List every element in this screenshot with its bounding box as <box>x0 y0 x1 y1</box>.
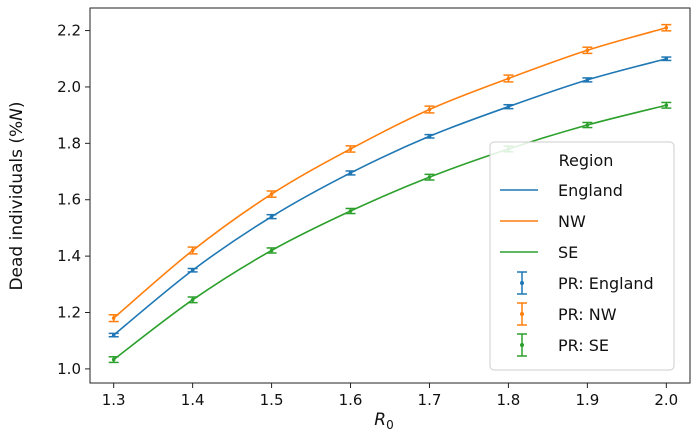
error-bar-nw <box>266 190 277 198</box>
y-tick-label: 1.0 <box>57 360 81 378</box>
error-bar-nw <box>424 105 435 114</box>
error-bar-england <box>424 133 435 139</box>
error-bar-se <box>266 247 277 254</box>
x-tick-label: 1.4 <box>181 391 205 409</box>
error-bar-nw <box>108 314 119 323</box>
svg-text:Dead individuals (%N): Dead individuals (%N) <box>7 101 27 290</box>
legend-errorbar-swatch <box>517 302 527 326</box>
legend-frame <box>489 141 675 371</box>
legend-label: England <box>558 181 623 200</box>
series-line-se <box>113 104 667 361</box>
x-tick-label: 1.6 <box>339 391 363 409</box>
legend-label: PR: NW <box>558 305 617 324</box>
legend-item: PR: SE <box>517 333 609 357</box>
x-tick-label: 1.5 <box>260 391 284 409</box>
error-bar-nw <box>345 145 356 153</box>
error-bar-se <box>582 121 593 129</box>
legend-item: England <box>500 181 623 200</box>
legend-title: Region <box>559 151 614 170</box>
error-bar-se <box>187 296 198 304</box>
y-tick-label: 1.2 <box>57 304 81 322</box>
error-bar-se <box>661 101 672 109</box>
x-tick-label: 1.9 <box>575 391 599 409</box>
error-bar-england <box>187 267 198 273</box>
x-axis-ticks: 1.3 1.4 1.5 1.6 1.7 1.8 1.9 2.0 <box>102 383 678 409</box>
error-bar-nw <box>187 246 198 255</box>
error-bar-england <box>582 77 593 83</box>
error-bar-se <box>108 356 119 364</box>
legend-items: England NW SE PR: England PR: NW PR: SE <box>500 181 654 357</box>
error-bar-se <box>424 173 435 181</box>
y-tick-label: 2.2 <box>57 22 81 40</box>
error-bar-england <box>266 213 277 220</box>
error-bar-england <box>503 103 514 110</box>
x-tick-label: 1.3 <box>102 391 126 409</box>
legend-item: SE <box>500 243 578 262</box>
legend-label: NW <box>558 212 586 231</box>
legend: Region England NW SE PR: England PR: NW PR: S… <box>489 141 675 371</box>
legend-errorbar-swatch <box>517 333 527 357</box>
y-tick-label: 2.0 <box>57 78 81 96</box>
error-bar-se <box>345 207 356 215</box>
x-tick-label: 2.0 <box>654 391 678 409</box>
y-tick-label: 1.6 <box>57 191 81 209</box>
error-bar-england <box>108 332 119 338</box>
y-axis-label: Dead individuals (%N) <box>7 101 27 290</box>
series-nw <box>108 23 672 323</box>
legend-errorbar-swatch <box>517 271 527 295</box>
x-tick-label: 1.8 <box>496 391 520 409</box>
error-bar-nw <box>503 74 514 83</box>
legend-item: NW <box>500 212 586 231</box>
error-bar-nw <box>582 46 593 55</box>
series-england <box>108 56 672 338</box>
y-tick-label: 1.8 <box>57 134 81 152</box>
x-tick-label: 1.7 <box>418 391 442 409</box>
legend-item: PR: NW <box>517 302 617 326</box>
legend-label: SE <box>558 243 578 262</box>
x-axis-label: R0 <box>374 410 393 432</box>
legend-label: PR: SE <box>558 336 609 355</box>
legend-item: PR: England <box>517 271 654 295</box>
error-bar-england <box>661 56 672 62</box>
error-bar-nw <box>661 23 672 32</box>
y-axis-ticks: 1.0 1.2 1.4 1.6 1.8 2.0 2.2 <box>57 22 90 378</box>
plot-frame <box>89 7 691 384</box>
error-bar-england <box>345 170 356 176</box>
legend-label: PR: England <box>558 274 654 293</box>
y-tick-label: 1.4 <box>57 247 81 265</box>
